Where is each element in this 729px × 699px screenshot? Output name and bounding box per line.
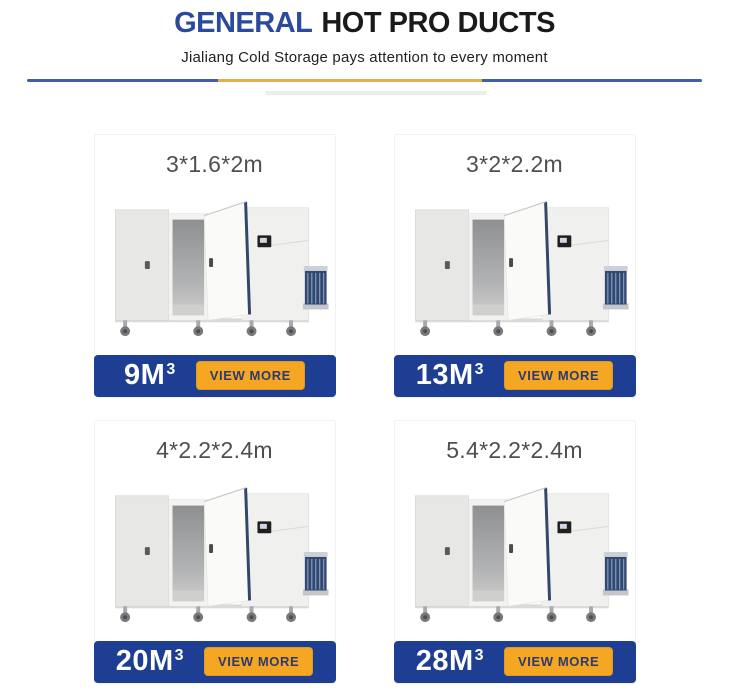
cold-storage-room-illustration: [401, 188, 629, 346]
divider-gold-center: [218, 78, 482, 82]
product-dimensions: 3*2*2.2m: [465, 150, 564, 177]
product-banner: 9M3 VIEW MORE: [93, 354, 336, 397]
cold-storage-room-illustration: [101, 188, 329, 346]
volume-exponent: 3: [474, 647, 485, 665]
cold-storage-room-illustration: [101, 474, 329, 632]
volume-label: 28M3: [416, 647, 484, 676]
product-card: 3*1.6*2m 9M3 VIEW MORE: [93, 133, 336, 398]
product-grid: 3*1.6*2m 9M3 VIEW MORE 3*2*2.2m 13M3 VIE…: [0, 133, 729, 684]
view-more-button[interactable]: VIEW MORE: [204, 647, 314, 677]
product-card: 4*2.2*2.4m 20M3 VIEW MORE: [93, 419, 336, 684]
product-banner: 20M3 VIEW MORE: [93, 640, 336, 683]
view-more-button[interactable]: VIEW MORE: [195, 361, 305, 391]
product-image[interactable]: [395, 186, 635, 348]
product-image[interactable]: [95, 186, 335, 348]
product-dimensions: 3*1.6*2m: [165, 150, 264, 177]
volume-label: 13M3: [416, 361, 484, 390]
product-dimensions: 4*2.2*2.4m: [156, 436, 273, 463]
view-more-button[interactable]: VIEW MORE: [504, 647, 614, 677]
volume-value: 20M: [115, 645, 174, 678]
view-more-button[interactable]: VIEW MORE: [504, 361, 614, 391]
product-dimensions: 5.4*2.2*2.4m: [446, 436, 583, 463]
product-banner: 13M3 VIEW MORE: [393, 354, 636, 397]
page-title-rest: HOT PRO DUCTS: [321, 7, 555, 39]
cold-storage-room-illustration: [401, 474, 629, 632]
page-subtitle: Jialiang Cold Storage pays attention to …: [181, 48, 548, 66]
volume-value: 28M: [415, 645, 474, 678]
volume-exponent: 3: [166, 361, 176, 379]
divider-blue-left: [27, 78, 219, 82]
section-divider: [27, 78, 702, 82]
divider-artifact: [265, 91, 487, 95]
product-card: 5.4*2.2*2.4m 28M3 VIEW MORE: [393, 419, 636, 684]
volume-label: 20M3: [116, 647, 184, 676]
page-header: GENERAL HOT PRO DUCTS Jialiang Cold Stora…: [0, 0, 729, 82]
volume-value: 9M: [124, 359, 166, 392]
volume-exponent: 3: [474, 361, 485, 379]
page-title: GENERAL HOT PRO DUCTS: [0, 7, 729, 40]
divider-blue-right: [481, 78, 702, 82]
product-banner: 28M3 VIEW MORE: [393, 640, 636, 683]
product-image[interactable]: [95, 472, 335, 634]
volume-label: 9M3: [124, 361, 176, 390]
product-image[interactable]: [395, 472, 635, 634]
volume-exponent: 3: [174, 647, 185, 665]
page-title-highlight: GENERAL: [174, 7, 313, 39]
volume-value: 13M: [415, 359, 474, 392]
product-card: 3*2*2.2m 13M3 VIEW MORE: [393, 133, 636, 398]
